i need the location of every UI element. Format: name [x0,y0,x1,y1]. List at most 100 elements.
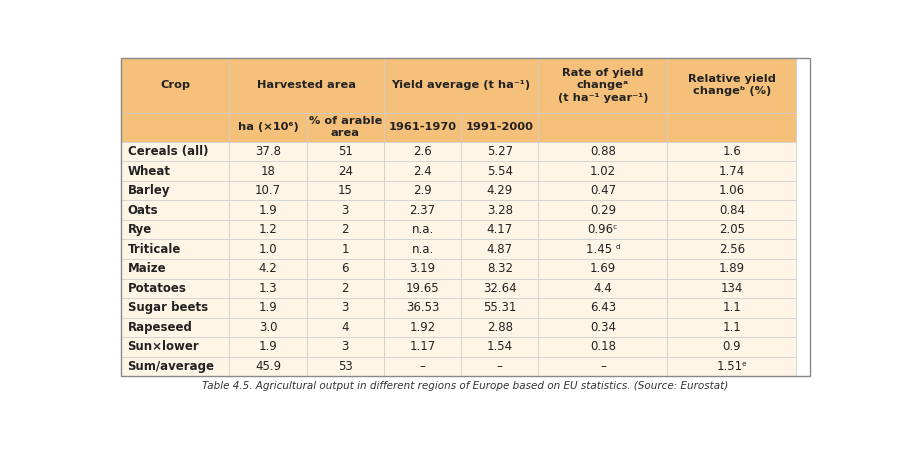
Bar [461,162,538,181]
Bar [307,337,384,356]
Text: 1.0: 1.0 [259,243,278,256]
Text: Harvested area: Harvested area [257,80,356,90]
Bar [667,298,796,317]
Bar [384,317,461,337]
Bar [307,259,384,278]
Bar [538,162,667,181]
Bar [384,162,461,181]
Text: 51: 51 [338,145,353,158]
Bar [307,298,384,317]
Bar [230,220,307,239]
Text: 134: 134 [721,282,743,295]
Bar [667,181,796,201]
Text: 1991-2000: 1991-2000 [466,122,534,132]
Bar [230,317,307,337]
Bar [307,201,384,220]
Text: 3.19: 3.19 [410,262,436,275]
Text: 37.8: 37.8 [255,145,281,158]
Bar [307,278,384,298]
Text: Rye: Rye [127,223,152,236]
Text: 5.54: 5.54 [487,165,513,178]
Text: 4.87: 4.87 [487,243,513,256]
Bar [307,162,384,181]
Text: 0.47: 0.47 [590,184,616,197]
Text: 4.4: 4.4 [594,282,612,295]
Bar [230,298,307,317]
Text: 1961-1970: 1961-1970 [389,122,457,132]
Text: –: – [600,360,606,373]
Bar [384,337,461,356]
Bar [121,220,230,239]
Bar [538,181,667,201]
Text: 3.0: 3.0 [259,321,277,334]
Text: 0.96ᶜ: 0.96ᶜ [587,223,618,236]
Text: Potatoes: Potatoes [127,282,186,295]
Text: 45.9: 45.9 [255,360,281,373]
Bar [230,181,307,201]
Text: Crop: Crop [160,80,190,90]
Text: 1.45 ᵈ: 1.45 ᵈ [586,243,620,256]
Text: 2: 2 [341,282,349,295]
Bar [121,298,230,317]
Text: Wheat: Wheat [127,165,171,178]
Bar [667,317,796,337]
Bar [384,278,461,298]
Bar [667,278,796,298]
Text: % of arable
area: % of arable area [309,116,382,138]
Bar [667,337,796,356]
Text: 1.6: 1.6 [723,145,741,158]
Bar [121,162,230,181]
Text: 0.29: 0.29 [590,204,616,217]
Text: 1.1: 1.1 [723,321,741,334]
Bar [461,337,538,356]
Bar [384,259,461,278]
Text: 19.65: 19.65 [406,282,439,295]
Text: 1: 1 [341,243,349,256]
Text: 55.31: 55.31 [483,301,517,314]
Text: 2.56: 2.56 [719,243,745,256]
Bar [121,259,230,278]
Text: 1.3: 1.3 [259,282,278,295]
Bar [461,113,538,142]
Text: 1.1: 1.1 [723,301,741,314]
Text: Cereals (all): Cereals (all) [127,145,208,158]
Text: Yield average (t ha⁻¹): Yield average (t ha⁻¹) [391,80,531,90]
Text: 1.2: 1.2 [259,223,278,236]
Bar [384,239,461,259]
Bar [538,259,667,278]
Bar [307,356,384,376]
Text: Oats: Oats [127,204,158,217]
Text: 1.69: 1.69 [590,262,616,275]
Bar [538,201,667,220]
Text: 3: 3 [341,340,349,353]
Bar [230,113,307,142]
Bar [461,317,538,337]
Text: n.a.: n.a. [411,243,434,256]
Text: 0.34: 0.34 [590,321,616,334]
Bar [121,337,230,356]
Bar [230,259,307,278]
Bar [230,142,307,162]
Bar [384,201,461,220]
Bar [538,356,667,376]
Bar [230,356,307,376]
Bar [121,239,230,259]
Bar [538,220,667,239]
Text: Sun⨯lower: Sun⨯lower [127,340,200,353]
Text: –: – [497,360,503,373]
Text: 1.9: 1.9 [259,340,278,353]
Text: 18: 18 [261,165,275,178]
Text: 2: 2 [341,223,349,236]
Text: 2.05: 2.05 [719,223,745,236]
Text: 1.92: 1.92 [410,321,436,334]
Text: 3.28: 3.28 [487,204,513,217]
Text: 0.88: 0.88 [590,145,616,158]
Bar [384,220,461,239]
Text: 6: 6 [341,262,349,275]
Bar [667,162,796,181]
Bar [121,201,230,220]
Bar [461,220,538,239]
Text: 3: 3 [341,204,349,217]
Bar [121,113,230,142]
Bar [667,239,796,259]
